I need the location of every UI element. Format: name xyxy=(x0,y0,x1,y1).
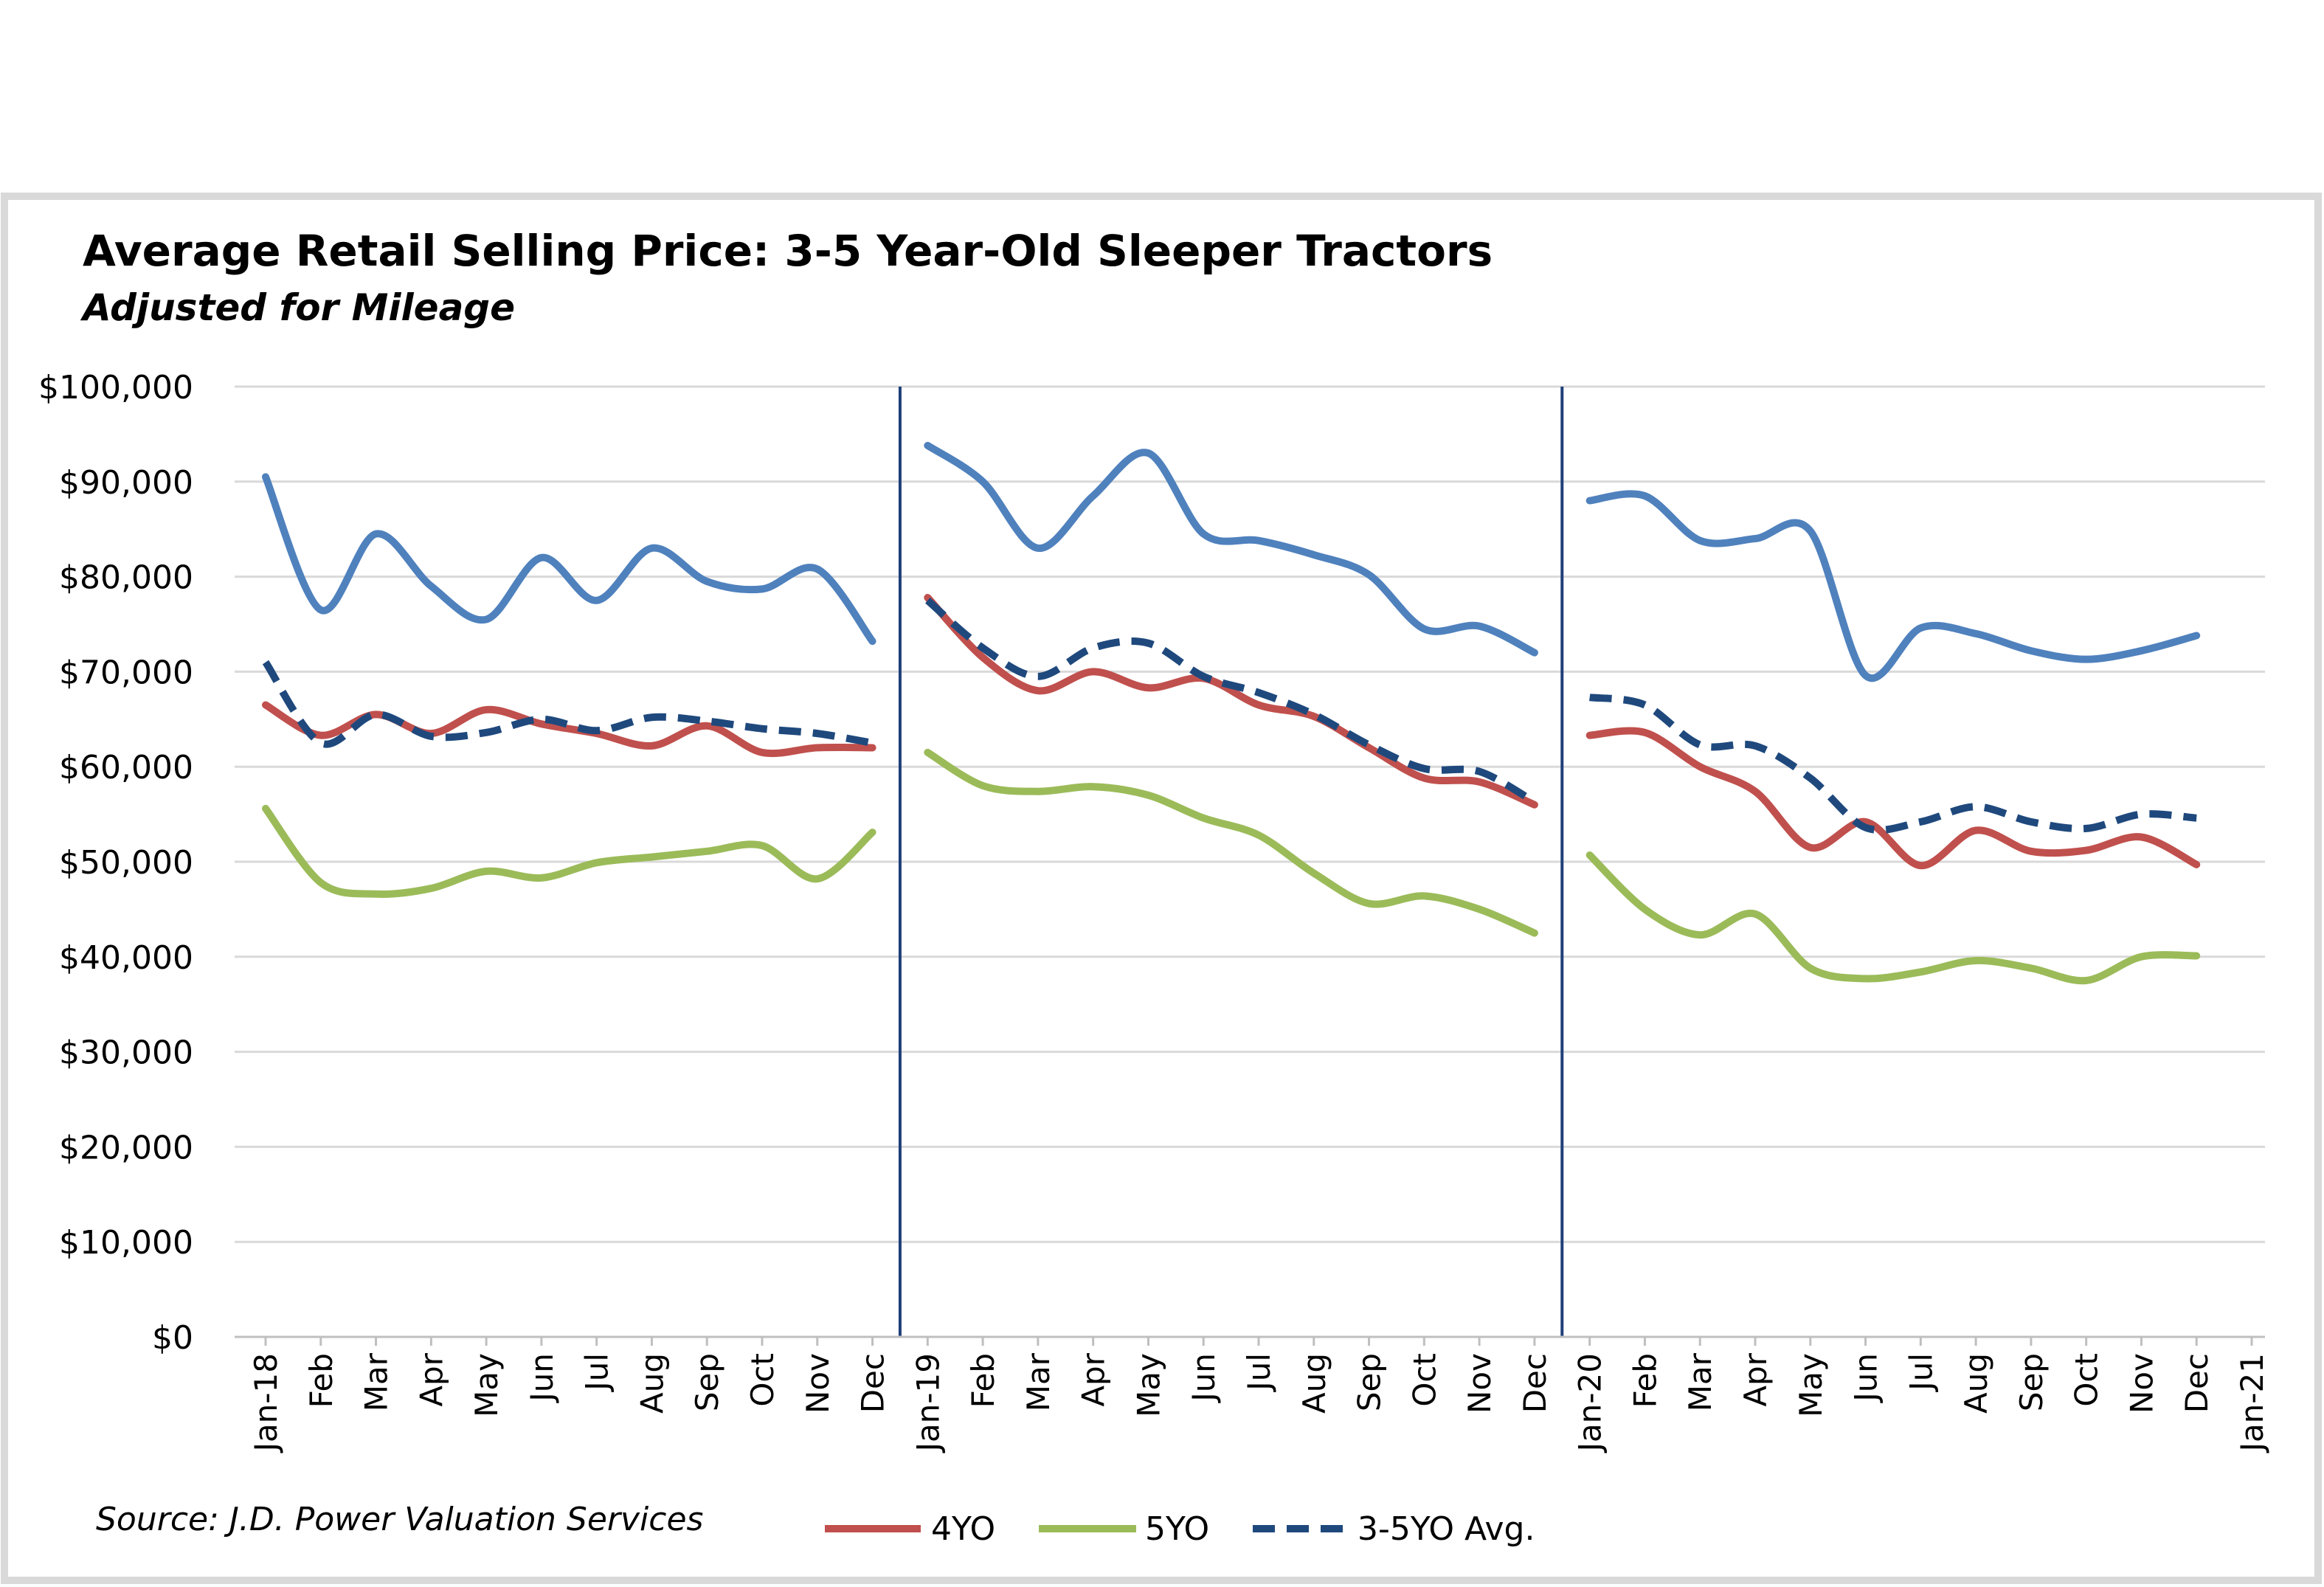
y-tick-label: $90,000 xyxy=(59,464,193,502)
x-tick-label: May xyxy=(468,1353,505,1417)
x-tick-label: Dec xyxy=(2179,1353,2215,1413)
series-line xyxy=(262,804,876,899)
legend: 4YO 5YO 3-5YO Avg. xyxy=(825,1510,1535,1548)
legend-label: 4YO xyxy=(931,1510,995,1548)
x-tick-label: Sep xyxy=(1352,1353,1388,1411)
series-line xyxy=(1585,727,2201,870)
x-tick-label: Jul xyxy=(1241,1353,1277,1393)
source-note: Source: J.D. Power Valuation Services xyxy=(96,1501,703,1538)
x-tick-label: Nov xyxy=(1462,1353,1498,1414)
x-tick-label: Dec xyxy=(1517,1353,1553,1413)
x-tick-label: Jul xyxy=(1903,1353,1939,1393)
y-tick-label: $60,000 xyxy=(59,749,193,786)
x-tick-label: Dec xyxy=(855,1353,891,1413)
y-tick-label: $70,000 xyxy=(59,654,193,691)
x-tick-label: Apr xyxy=(1076,1352,1112,1406)
x-tick-label: Jun xyxy=(1848,1353,1884,1404)
y-tick-label: $0 xyxy=(152,1319,193,1357)
year-dividers xyxy=(898,387,1564,1337)
x-tick-label: Jan-18 xyxy=(248,1353,284,1453)
x-tick-label: Mar xyxy=(359,1352,395,1411)
y-axis-ticks: $0 $10,000 $20,000 $30,000 $40,000 $50,000 $60… xyxy=(38,369,193,1357)
x-tick-label: Apr xyxy=(1737,1352,1774,1406)
chart-subtitle: Adjusted for Mileage xyxy=(80,286,515,329)
x-tick-label: Nov xyxy=(800,1353,836,1414)
x-tick-label: Jan-21 xyxy=(2234,1353,2270,1453)
chart-frame xyxy=(1,193,2322,1584)
x-tick-label: Mar xyxy=(1682,1352,1718,1411)
x-tick-label: Aug xyxy=(1958,1353,1994,1414)
series-line xyxy=(924,748,1538,937)
series-lines xyxy=(262,441,2201,985)
x-tick-label: Jun xyxy=(524,1353,560,1404)
x-tick-label: Sep xyxy=(2013,1353,2050,1411)
x-tick-label: Sep xyxy=(689,1353,725,1411)
x-tick-label: Apr xyxy=(413,1352,449,1406)
x-tick-label: May xyxy=(1130,1353,1166,1417)
x-tick-label: Aug xyxy=(1296,1353,1332,1414)
series-line xyxy=(1585,851,2201,985)
y-tick-label: $10,000 xyxy=(59,1224,193,1262)
x-tick-label: Nov xyxy=(2123,1353,2159,1414)
x-tick-label: Feb xyxy=(965,1353,1001,1408)
x-tick-label: Jan-20 xyxy=(1572,1353,1608,1453)
series-line xyxy=(262,473,876,646)
y-tick-label: $80,000 xyxy=(59,559,193,597)
x-tick-label: Oct xyxy=(1406,1353,1442,1407)
x-tick-label: Feb xyxy=(1627,1353,1663,1408)
y-tick-label: $40,000 xyxy=(59,939,193,977)
y-tick-label: $20,000 xyxy=(59,1129,193,1166)
legend-label: 5YO xyxy=(1145,1510,1209,1548)
x-tick-label: Oct xyxy=(744,1353,781,1407)
series-line xyxy=(1585,490,2201,682)
x-axis-ticks: Jan-18 Feb Mar Apr May Jun Jul Aug Sep Oct Nov Dec J… xyxy=(248,1337,2270,1453)
series-line xyxy=(1588,694,2197,834)
x-tick-label: Oct xyxy=(2069,1353,2105,1407)
x-tick-label: Jul xyxy=(579,1353,615,1393)
x-tick-label: Mar xyxy=(1020,1352,1056,1411)
series-line xyxy=(262,660,874,748)
x-tick-label: Aug xyxy=(634,1353,670,1414)
x-tick-label: May xyxy=(1793,1353,1829,1417)
series-line xyxy=(924,441,1538,657)
y-tick-label: $50,000 xyxy=(59,844,193,882)
x-tick-label: Feb xyxy=(303,1353,339,1408)
y-tick-label: $30,000 xyxy=(59,1034,193,1072)
x-tick-label: Jun xyxy=(1186,1353,1222,1404)
x-tick-label: Jan-19 xyxy=(910,1353,946,1453)
gridlines xyxy=(235,385,2265,1243)
legend-label: 3-5YO Avg. xyxy=(1358,1510,1535,1548)
series-line xyxy=(925,598,1537,806)
y-tick-label: $100,000 xyxy=(38,369,193,407)
chart-title: Average Retail Selling Price: 3-5 Year-O… xyxy=(83,226,1493,276)
